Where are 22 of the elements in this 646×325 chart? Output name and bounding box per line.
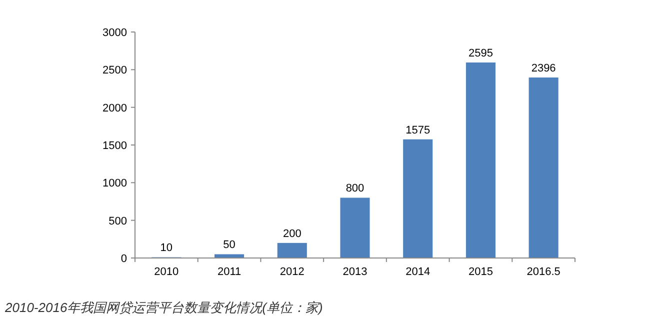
data-label: 200 bbox=[282, 228, 302, 240]
x-tick-label: 2013 bbox=[342, 266, 368, 278]
text: 2010-2016年我国网贷运营平台数量变化情况(单位：家) bbox=[4, 300, 323, 315]
y-tick-label: 2000 bbox=[102, 102, 127, 114]
y-tick-label: 2500 bbox=[102, 64, 127, 77]
y-tick-label: 1500 bbox=[102, 140, 127, 152]
data-label: 1575 bbox=[406, 124, 430, 136]
y-tick-label: 500 bbox=[108, 215, 127, 228]
data-label: 50 bbox=[223, 239, 236, 252]
x-tick-label: 2016.5 bbox=[526, 266, 560, 278]
data-label: 2396 bbox=[531, 62, 556, 74]
y-tick-label: 1000 bbox=[102, 178, 127, 190]
x-tick-label: 2015 bbox=[468, 266, 493, 278]
y-tick-label: 0 bbox=[120, 253, 127, 265]
x-tick-label: 2014 bbox=[406, 266, 430, 278]
x-tick-label: 2012 bbox=[280, 266, 304, 278]
y-tick-label: 3000 bbox=[102, 27, 127, 39]
x-tick-label: 2011 bbox=[217, 266, 242, 278]
x-tick-label: 2010 bbox=[154, 266, 179, 278]
data-label: 10 bbox=[160, 242, 173, 254]
data-label: 2595 bbox=[468, 48, 493, 60]
data-label: 800 bbox=[346, 182, 364, 195]
